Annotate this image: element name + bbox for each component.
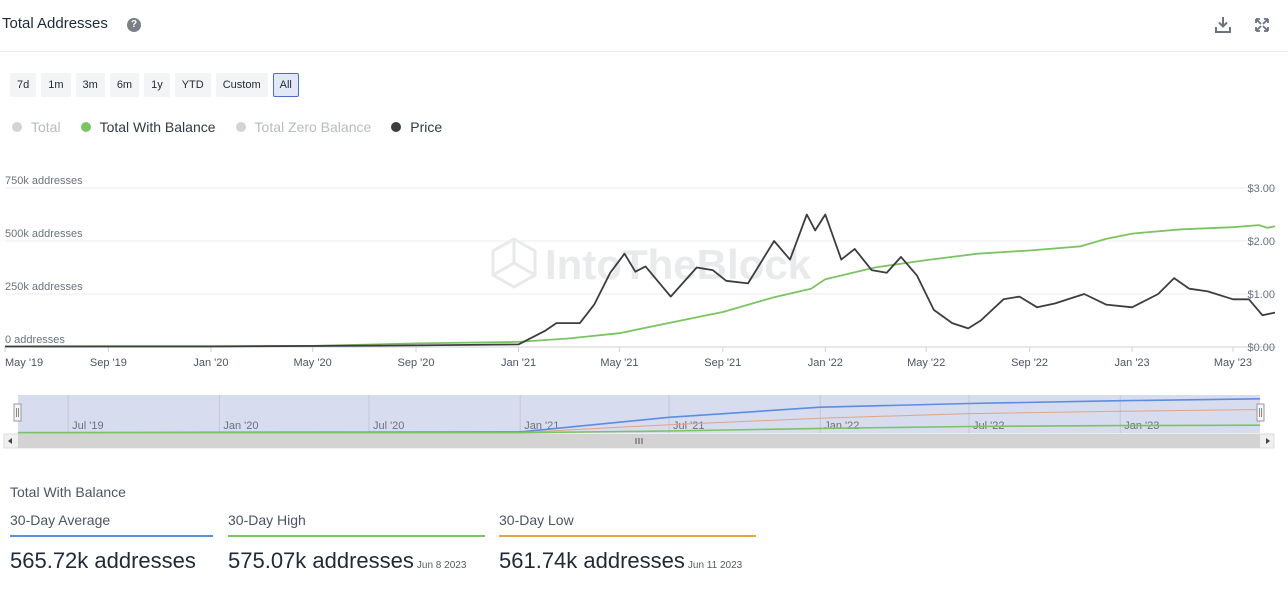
fullscreen-icon[interactable]: [1253, 16, 1271, 34]
watermark: IntoTheBlock: [491, 237, 812, 289]
range-button-1y[interactable]: 1y: [144, 73, 170, 97]
navigator-tick-label: Jul '20: [373, 420, 404, 432]
stat-date: Jun 11 2023: [687, 560, 743, 571]
stat-30-day-low: 30-Day Low 561.74k addresses Jun 11 2023: [499, 512, 756, 574]
range-button-custom[interactable]: Custom: [215, 73, 268, 97]
navigator-series-line: [17, 424, 1261, 434]
series-line-price[interactable]: [5, 213, 1276, 348]
legend-marker: [391, 122, 402, 132]
y-right-tick-label: $0.00: [1247, 342, 1275, 354]
scroll-left-arrow-icon[interactable]: [8, 438, 12, 444]
x-tick-label: Jan '23: [1115, 357, 1150, 369]
x-tick-label: May '22: [907, 357, 945, 369]
navigator-right-handle[interactable]: [1256, 403, 1265, 422]
legend-item-total[interactable]: Total: [12, 119, 61, 135]
main-chart[interactable]: IntoTheBlock 0 addresses 250k addresses 50…: [0, 170, 1288, 370]
x-tick-label: May '23: [1214, 357, 1252, 369]
help-icon[interactable]: ?: [127, 18, 141, 32]
navigator-tick-label: Jul '21: [673, 420, 704, 432]
range-button-3m[interactable]: 3m: [75, 73, 105, 97]
x-tick-label: Sep '21: [704, 357, 741, 369]
chart-header: Total Addresses ?: [0, 0, 1288, 52]
stat-value-row: 565.72k addresses: [10, 548, 213, 574]
x-tick-label: Sep '22: [1011, 357, 1048, 369]
legend-label: Total Zero Balance: [254, 119, 372, 135]
chart-legend: Total Total With Balance Total Zero Bala…: [12, 119, 462, 135]
series-line-total-with-balance[interactable]: [4, 224, 1276, 348]
legend-marker: [12, 122, 22, 132]
y-left-tick-label: 500k addresses: [5, 228, 83, 240]
navigator-series: [17, 398, 1261, 434]
legend-label: Total With Balance: [99, 119, 216, 135]
navigator-left-handle-grip: [16, 408, 19, 417]
scroll-right-arrow-icon[interactable]: [1266, 438, 1270, 444]
y-left-tick-label: 750k addresses: [5, 175, 83, 187]
stat-value: 561.74k addresses: [499, 548, 685, 573]
y-right-tick-label: $3.00: [1247, 183, 1275, 195]
y-left-tick-label: 250k addresses: [5, 281, 83, 293]
stat-30-day-average: 30-Day Average 565.72k addresses: [10, 512, 213, 574]
y-left-tick-label: 0 addresses: [5, 334, 65, 346]
navigator-left-handle[interactable]: [13, 403, 22, 422]
legend-item-total-with-balance[interactable]: Total With Balance: [80, 119, 216, 135]
range-selector: 7d 1m 3m 6m 1y YTD Custom All: [10, 73, 299, 97]
stat-date: Jun 8 2023: [416, 560, 467, 571]
range-button-all[interactable]: All: [272, 73, 299, 97]
legend-marker: [235, 122, 246, 132]
x-tick-label: Jan '22: [808, 357, 843, 369]
range-button-ytd[interactable]: YTD: [174, 73, 211, 97]
y-right-tick-label: $1.00: [1247, 289, 1275, 301]
range-navigator[interactable]: Jul '19 Jan '20 Jul '20 Jan '21 Jul '21 Jan '…: [0, 392, 1288, 452]
navigator-series-line: [17, 398, 1261, 434]
legend-item-total-zero-balance[interactable]: Total Zero Balance: [235, 119, 372, 135]
series-lines: [4, 213, 1276, 348]
x-tick-label: May '20: [294, 357, 332, 369]
range-button-1m[interactable]: 1m: [41, 73, 71, 97]
x-axis: May '19 Sep '19 Jan '20 May '20 Sep '20 Jan '…: [4, 347, 1252, 369]
range-button-6m[interactable]: 6m: [109, 73, 140, 97]
x-tick-label: Sep '20: [398, 357, 435, 369]
watermark-text: IntoTheBlock: [545, 241, 812, 288]
stats-title: Total With Balance: [10, 484, 126, 500]
stat-label: 30-Day Average: [10, 512, 213, 537]
stat-value: 575.07k addresses: [228, 548, 414, 573]
scrollbar-grip: [635, 438, 643, 444]
legend-marker: [80, 122, 91, 132]
x-tick-label: May '21: [600, 357, 638, 369]
x-tick-label: May '19: [5, 357, 43, 369]
navigator-tick-label: Jul '19: [72, 420, 103, 432]
navigator-selection[interactable]: [18, 395, 1260, 433]
stat-30-day-high: 30-Day High 575.07k addresses Jun 8 2023: [228, 512, 485, 574]
navigator-right-handle-grip: [1259, 408, 1262, 417]
download-icon[interactable]: [1214, 16, 1232, 34]
stat-label: 30-Day Low: [499, 512, 756, 537]
x-tick-label: Jan '21: [501, 357, 536, 369]
stat-value-row: 575.07k addresses Jun 8 2023: [228, 548, 485, 574]
stat-value-row: 561.74k addresses Jun 11 2023: [499, 548, 756, 574]
legend-label: Price: [410, 119, 443, 135]
stat-label: 30-Day High: [228, 512, 485, 537]
page-title: Total Addresses: [2, 15, 108, 32]
legend-label: Total: [31, 119, 61, 135]
range-button-7d[interactable]: 7d: [10, 73, 37, 97]
legend-item-price[interactable]: Price: [391, 119, 442, 135]
x-tick-label: Jan '20: [193, 357, 228, 369]
chart-grid: 0 addresses 250k addresses 500k addresses 7…: [5, 175, 1276, 354]
navigator-tick-label: Jan '22: [824, 420, 859, 432]
stat-value: 565.72k addresses: [10, 548, 196, 573]
x-tick-label: Sep '19: [90, 357, 127, 369]
y-right-tick-label: $2.00: [1247, 236, 1275, 248]
navigator-tick-label: Jan '20: [223, 420, 258, 432]
